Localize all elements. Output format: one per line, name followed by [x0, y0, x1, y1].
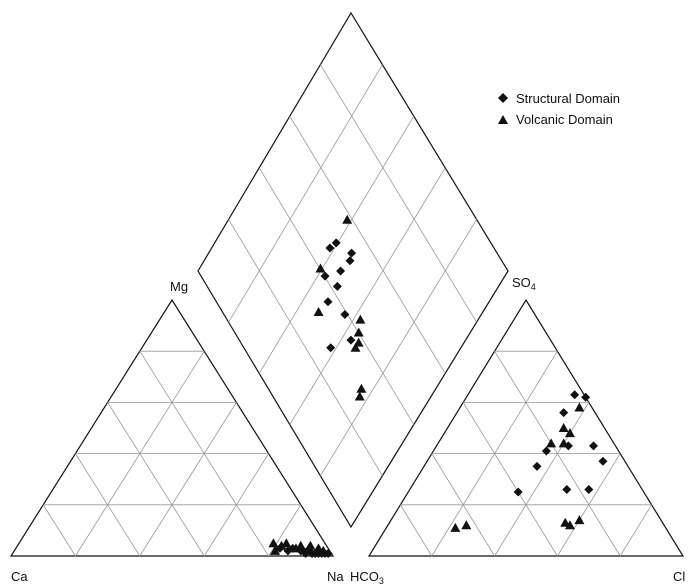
- anion-grid-line: [619, 504, 652, 557]
- cation-point-volcanic: [313, 543, 324, 553]
- diamond-point-volcanic: [315, 263, 326, 273]
- diamond-point-structural: [346, 335, 356, 345]
- diamond-point-structural: [325, 243, 335, 253]
- cation-grid-line: [268, 504, 302, 557]
- anion-point-volcanic: [564, 428, 575, 438]
- cation-point-volcanic: [270, 545, 281, 555]
- diamond-point-volcanic: [353, 327, 364, 337]
- diamond-point-volcanic: [313, 306, 324, 316]
- diagram-frames: [9, 11, 685, 557]
- diamond-point-volcanic: [353, 337, 364, 347]
- legend-triangle-icon: [498, 115, 508, 124]
- mg-label: Mg: [170, 279, 188, 294]
- anion-point-volcanic: [558, 423, 569, 432]
- anion-point-volcanic: [564, 520, 575, 530]
- diamond-grid-line: [320, 64, 477, 323]
- cation-point-volcanic: [290, 543, 301, 553]
- cation-point-volcanic: [281, 538, 292, 548]
- anion-point-volcanic: [546, 438, 557, 448]
- legend-item-volcanic: Volcanic Domain: [498, 112, 613, 127]
- diamond-point-structural: [326, 343, 336, 353]
- diamond-grid-line: [289, 115, 446, 374]
- cation-grid-line: [139, 402, 237, 557]
- cation-point-volcanic: [305, 540, 316, 550]
- anion-point-structural: [562, 484, 572, 494]
- cl-label: Cl: [673, 569, 685, 584]
- cation-grid-line: [107, 402, 205, 557]
- anion-point-structural: [589, 441, 599, 451]
- anion-grid-line: [462, 402, 558, 557]
- anion-point-structural: [559, 408, 569, 418]
- anion-point-structural: [513, 487, 523, 497]
- diamond-point-volcanic: [342, 214, 353, 224]
- diamond-point-structural: [336, 266, 346, 276]
- cation-point-volcanic: [318, 545, 329, 555]
- anion-point-volcanic: [450, 522, 461, 532]
- na-label: Na: [327, 569, 344, 584]
- diamond-point-structural: [340, 310, 350, 320]
- anion-grid-line: [494, 402, 590, 557]
- legend-diamond-icon: [498, 93, 508, 103]
- diamond-grid-line: [289, 167, 446, 425]
- legend: Structural Domain Volcanic Domain: [498, 91, 620, 127]
- diamond-grid-line: [228, 219, 383, 477]
- cation-point-volcanic: [295, 540, 306, 550]
- diamond-point-structural: [331, 238, 341, 248]
- legend-item-structural: Structural Domain: [498, 91, 620, 106]
- diamond-point-structural: [323, 297, 333, 307]
- diagram-grids: [42, 64, 652, 557]
- anion-point-structural: [581, 392, 591, 402]
- diamond-point-structural: [347, 248, 357, 258]
- anion-point-structural: [532, 461, 542, 471]
- legend-label-structural: Structural Domain: [516, 91, 620, 106]
- anion-triangle: [367, 298, 685, 557]
- anion-grid-line: [400, 504, 433, 557]
- cation-grid-line: [42, 504, 76, 557]
- anion-point-structural: [570, 390, 580, 400]
- diamond-point-volcanic: [354, 391, 365, 401]
- anion-point-structural: [598, 456, 608, 466]
- diamond-grid-line: [228, 64, 383, 323]
- anion-point-volcanic: [461, 520, 472, 530]
- diamond-point-structural: [332, 281, 342, 291]
- diagram-marks: [268, 214, 608, 558]
- diamond-point-structural: [345, 256, 355, 266]
- central-diamond: [197, 11, 509, 529]
- anion-grid-line: [431, 453, 495, 557]
- diamond-point-volcanic: [356, 383, 367, 393]
- anion-point-structural: [584, 484, 594, 494]
- diamond-point-volcanic: [355, 314, 366, 324]
- legend-label-volcanic: Volcanic Domain: [516, 112, 613, 127]
- diamond-point-volcanic: [350, 342, 361, 352]
- anion-point-volcanic: [574, 515, 585, 525]
- anion-grid-line: [494, 350, 621, 557]
- so4-label: SO4: [512, 275, 536, 292]
- anion-point-volcanic: [574, 402, 585, 412]
- ca-label: Ca: [11, 569, 28, 584]
- cation-grid-line: [139, 350, 269, 557]
- cation-triangle: [9, 298, 335, 557]
- diamond-grid-line: [258, 167, 415, 425]
- hco3-label: HCO3: [350, 569, 384, 585]
- diamond-grid-line: [320, 219, 477, 477]
- anion-point-structural: [541, 446, 551, 456]
- anion-point-volcanic: [558, 438, 569, 448]
- cation-point-volcanic: [276, 540, 287, 550]
- cation-point-volcanic: [268, 538, 279, 548]
- cation-grid-line: [75, 453, 141, 557]
- diamond-point-structural: [320, 271, 330, 281]
